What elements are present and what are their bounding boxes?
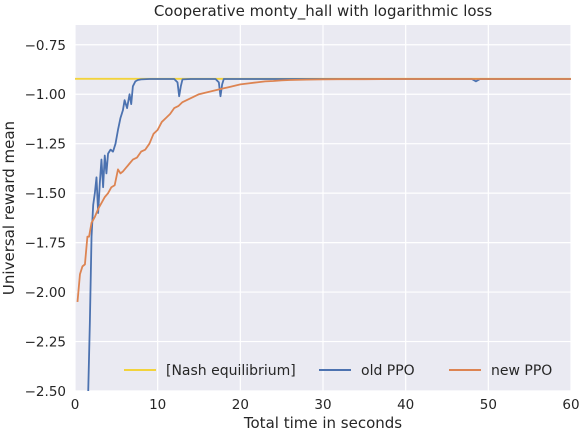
y-tick-label: −2.50 [25,384,66,400]
y-tick-label: −0.75 [25,38,66,54]
y-tick-label: −1.00 [25,87,66,103]
chart-title: Cooperative monty_hall with logarithmic … [154,2,493,21]
y-tick-label: −2.00 [25,285,66,301]
x-tick-label: 50 [480,397,497,413]
y-tick-label: −2.25 [25,335,66,351]
y-tick-label: −1.50 [25,186,66,202]
x-tick-label: 10 [149,397,166,413]
x-tick-label: 30 [314,397,331,413]
x-axis-label: Total time in seconds [243,414,402,432]
legend-label-new-ppo: new PPO [491,363,552,379]
y-tick-label: −1.25 [25,137,66,153]
y-tick-label: −1.75 [25,236,66,252]
legend: [Nash equilibrium] old PPO new PPO [124,363,552,379]
legend-label-old-ppo: old PPO [361,363,415,379]
x-tick-label: 60 [562,397,579,413]
series-line-new-ppo [76,78,571,303]
y-axis-label: Universal reward mean [0,121,18,295]
x-tick-label: 20 [232,397,249,413]
series-group [75,77,571,391]
x-tick-label: 40 [397,397,414,413]
legend-label-nash-equilibrium: [Nash equilibrium] [166,363,296,379]
grid [74,25,572,392]
x-tick-label: 0 [71,397,80,413]
tick-labels: 0 10 20 30 40 50 60 −2.50 −2.25 −2.00 −1.75 −1.50 −1… [25,38,580,413]
